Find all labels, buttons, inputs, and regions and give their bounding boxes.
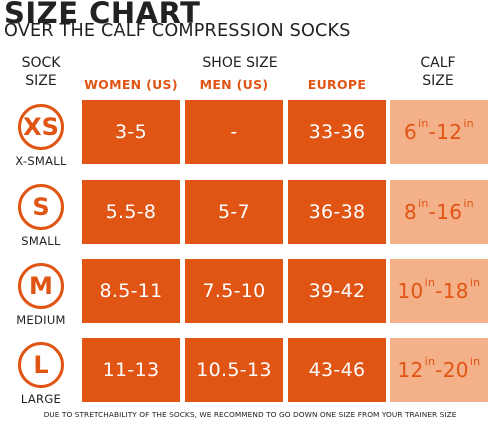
- europe-size-cell: 36-38: [288, 180, 386, 244]
- men-size-cell: -: [185, 100, 283, 164]
- women-size-cell: 8.5-11: [82, 259, 180, 323]
- size-row-xs-badge: XS X-SMALL: [0, 104, 82, 192]
- men-size-cell: 5-7: [185, 180, 283, 244]
- europe-size-cell: 39-42: [288, 259, 386, 323]
- women-size-cell: 3-5: [82, 100, 180, 164]
- calf-max: 20: [442, 358, 469, 382]
- calf-dash: -: [428, 120, 437, 144]
- calf-dash: -: [435, 358, 443, 382]
- calf-unit: in: [463, 116, 474, 130]
- europe-size-cell: 33-36: [288, 100, 386, 164]
- calf-unit: in: [424, 275, 436, 289]
- calf-min: 6: [404, 120, 418, 144]
- calf-size-header: CALF SIZE: [390, 54, 486, 90]
- size-circle: L: [18, 342, 64, 388]
- footnote: DUE TO STRETCHABILITY OF THE SOCKS, WE R…: [43, 410, 457, 419]
- calf-dash: -: [428, 200, 437, 224]
- sock-size-header-line1: SOCK: [21, 55, 61, 71]
- shoe-size-header: SHOE SIZE: [202, 55, 278, 71]
- men-size-cell: 10.5-13: [185, 338, 283, 402]
- page-subtitle: OVER THE CALF COMPRESSION SOCKS: [4, 21, 351, 41]
- size-row-l-badge: L LARGE: [0, 342, 82, 430]
- size-circle: XS: [18, 104, 64, 150]
- calf-dash: -: [435, 279, 443, 303]
- women-size-cell: 5.5-8: [82, 180, 180, 244]
- women-us-header: WOMEN (US): [84, 77, 178, 92]
- men-us-header: MEN (US): [199, 77, 269, 92]
- calf-size-cell: 10 in -18 in: [390, 259, 488, 323]
- size-row-s-badge: S SMALL: [0, 184, 82, 272]
- calf-max: 12: [436, 120, 463, 144]
- size-circle: S: [18, 184, 64, 230]
- size-label: MEDIUM: [16, 313, 66, 327]
- calf-size-header-line1: CALF: [420, 55, 456, 71]
- calf-unit: in: [469, 354, 481, 368]
- calf-size-cell: 8 in -16 in: [390, 180, 488, 244]
- europe-header: EUROPE: [307, 77, 367, 92]
- size-label: SMALL: [21, 234, 61, 248]
- calf-size-header-line2: SIZE: [422, 73, 454, 89]
- women-size-cell: 11-13: [82, 338, 180, 402]
- men-size-cell: 7.5-10: [185, 259, 283, 323]
- size-circle: M: [18, 263, 64, 309]
- calf-unit: in: [418, 116, 429, 130]
- calf-min: 12: [397, 358, 424, 382]
- calf-max: 18: [442, 279, 469, 303]
- page-title: SIZE CHART: [4, 0, 201, 30]
- sock-size-header: SOCK SIZE: [0, 54, 82, 90]
- size-label: X-SMALL: [15, 154, 67, 168]
- size-row-m-badge: M MEDIUM: [0, 263, 82, 351]
- calf-unit: in: [424, 354, 436, 368]
- calf-min: 10: [397, 279, 424, 303]
- calf-min: 8: [404, 200, 418, 224]
- calf-size-cell: 12 in -20 in: [390, 338, 488, 402]
- calf-size-cell: 6 in -12 in: [390, 100, 488, 164]
- calf-unit: in: [463, 196, 474, 210]
- calf-unit: in: [469, 275, 481, 289]
- size-label: LARGE: [20, 392, 62, 406]
- sock-size-header-line2: SIZE: [25, 73, 57, 89]
- calf-unit: in: [418, 196, 429, 210]
- calf-max: 16: [436, 200, 463, 224]
- europe-size-cell: 43-46: [288, 338, 386, 402]
